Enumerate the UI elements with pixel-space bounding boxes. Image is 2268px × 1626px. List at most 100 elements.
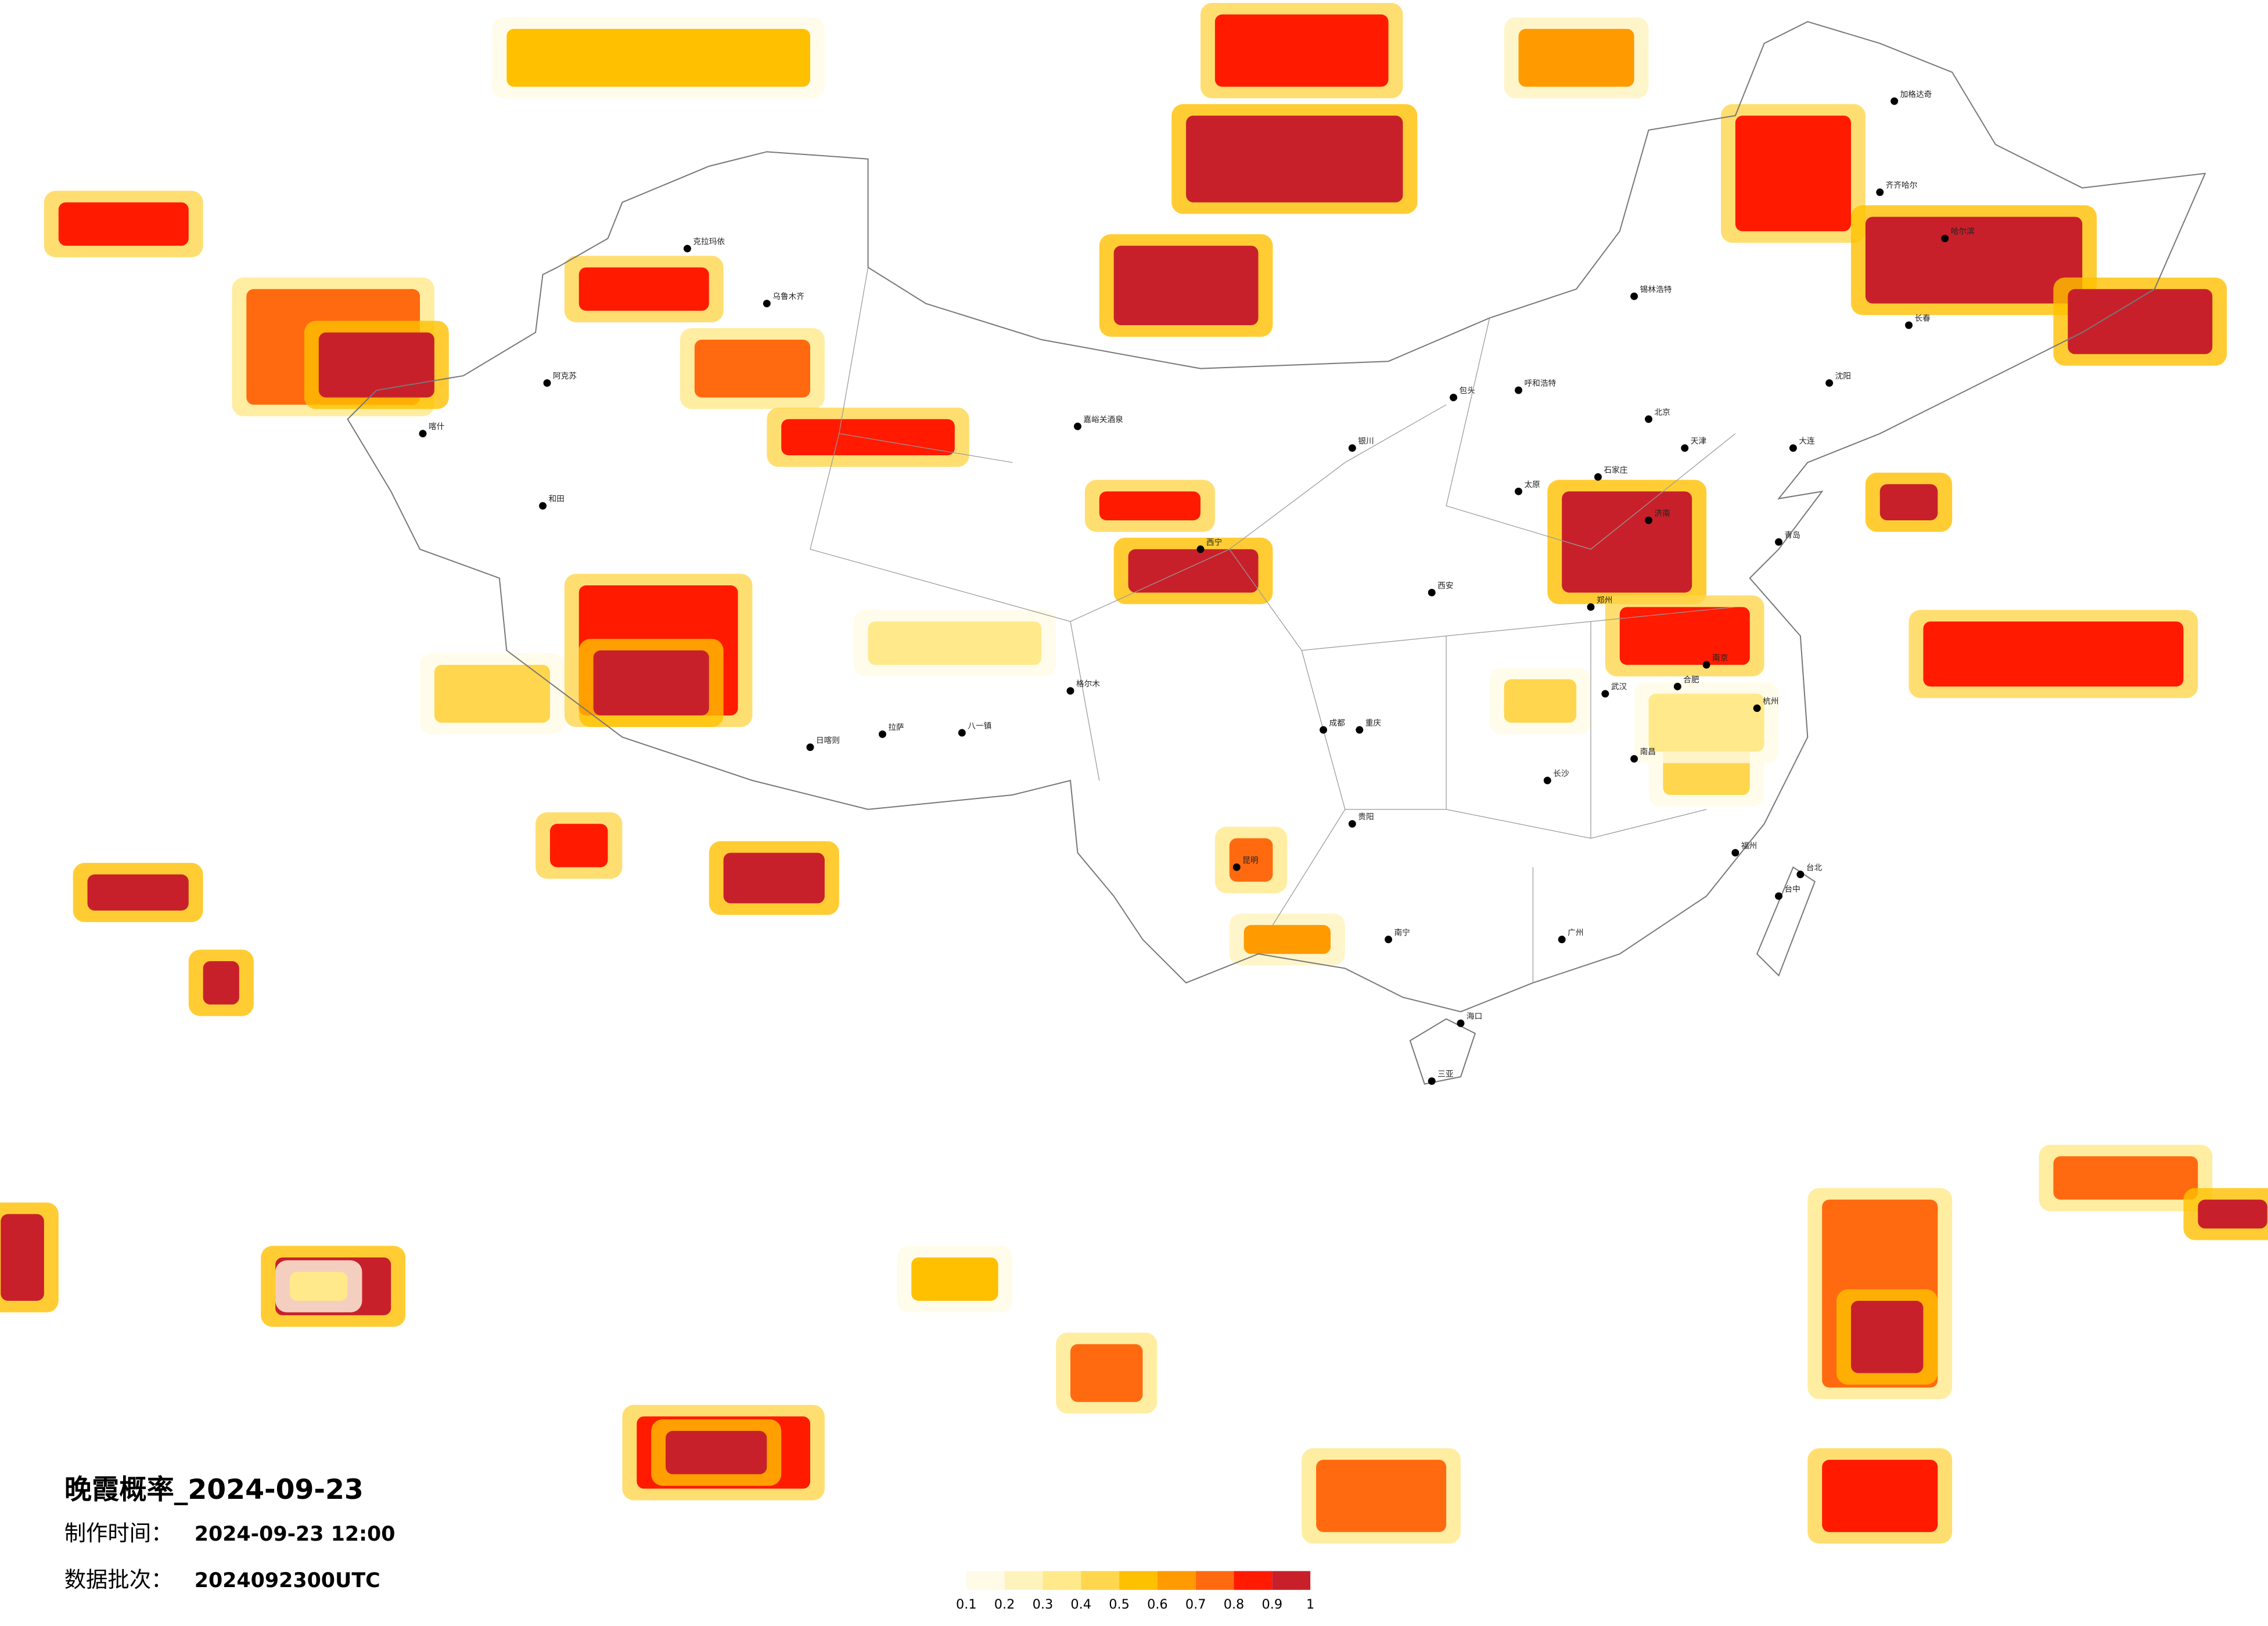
city-dot <box>1594 473 1602 481</box>
heat-patch <box>578 267 709 311</box>
city-label: 齐齐哈尔 <box>1886 181 1918 190</box>
city-label: 成都 <box>1329 718 1346 728</box>
city-dot <box>1702 661 1710 669</box>
city-label: 杭州 <box>1763 697 1778 706</box>
city-dot <box>1731 848 1739 857</box>
colorbar-cell <box>1081 1571 1120 1590</box>
colorbar-cell <box>1004 1571 1043 1590</box>
heat-patch <box>694 339 810 398</box>
heat-patch <box>1879 484 1938 520</box>
heat-patch <box>1243 924 1331 954</box>
heat-patch <box>87 874 189 911</box>
heat-patch <box>1562 491 1692 593</box>
heat-patch <box>506 28 810 87</box>
info-label: 数据批次： <box>64 1567 173 1592</box>
city-label: 嘉峪关酒泉 <box>1083 415 1123 425</box>
city-dot <box>1428 588 1436 596</box>
heat-patch <box>1128 549 1259 593</box>
city-dot <box>1681 444 1689 452</box>
city-dot <box>1543 776 1551 785</box>
colorbar-cell <box>1043 1571 1081 1590</box>
china-outline <box>347 21 2206 1013</box>
city-label: 昆明 <box>1242 856 1258 865</box>
heat-patch <box>58 202 189 246</box>
colorbar-tick-label: 0.9 <box>1262 1597 1283 1612</box>
heat-patch <box>1822 1459 1938 1533</box>
heat-patch <box>1865 217 2083 304</box>
colorbar-tick-label: 0.1 <box>956 1597 977 1612</box>
colorbar-cell <box>966 1571 1005 1590</box>
colorbar-tick-label: 0.3 <box>1033 1597 1054 1612</box>
city-dot <box>683 244 691 253</box>
map-title: 晚霞概率_2024-09-23 <box>64 1474 364 1506</box>
city-dot <box>763 300 771 308</box>
city-label: 大连 <box>1799 437 1815 446</box>
city-label: 克拉玛依 <box>693 238 725 247</box>
heat-patch <box>868 621 1042 665</box>
colorbar-tick-label: 0.5 <box>1109 1597 1130 1612</box>
province-lines <box>810 267 1736 983</box>
city-label: 长春 <box>1915 314 1931 323</box>
city-label: 锡林浩特 <box>1640 285 1672 294</box>
city-label: 北京 <box>1655 408 1670 417</box>
heat-patch <box>723 852 825 904</box>
city-label: 西宁 <box>1206 537 1222 547</box>
city-label: 八一镇 <box>968 721 991 731</box>
city-dot <box>1601 690 1609 698</box>
city-dot <box>1645 415 1653 423</box>
city-dot <box>1645 516 1653 524</box>
city-dot <box>419 430 427 438</box>
city-dot <box>1825 379 1834 387</box>
heat-patch <box>1923 621 2184 687</box>
city-dot <box>1673 682 1681 690</box>
city-dot <box>1789 444 1797 452</box>
city-label: 喀什 <box>429 422 445 431</box>
colorbar-tick-label: 0.7 <box>1185 1597 1206 1612</box>
city-dot <box>1428 1077 1436 1085</box>
city-label: 台中 <box>1785 885 1800 894</box>
colorbar-cell <box>1272 1571 1311 1590</box>
info-value: 2024092300UTC <box>195 1569 380 1592</box>
city-dot <box>539 502 547 510</box>
hainan <box>1409 1018 1476 1085</box>
heat-patch <box>666 1431 767 1474</box>
city-label: 济南 <box>1655 509 1670 519</box>
city-label: 和田 <box>549 495 565 504</box>
heat-patch <box>1186 116 1403 203</box>
city-dot <box>1753 704 1761 713</box>
city-dot <box>1515 487 1523 495</box>
heat-patch <box>2198 1199 2267 1229</box>
city-dot <box>1876 188 1884 196</box>
colorbar-tick-label: 0.2 <box>994 1597 1015 1612</box>
heat-patch <box>1070 1344 1143 1402</box>
city-dot <box>1348 820 1356 828</box>
city-dot <box>1630 755 1638 763</box>
colorbar-cell <box>1195 1571 1234 1590</box>
city-dot <box>958 729 966 737</box>
city-label: 包头 <box>1460 386 1475 395</box>
heat-patch <box>2068 289 2213 354</box>
heat-patch <box>1 1214 44 1301</box>
heat-patch <box>1316 1459 1447 1533</box>
heat-patch <box>1113 246 1259 325</box>
colorbar-cell <box>1234 1571 1273 1590</box>
city-dot <box>1630 292 1638 300</box>
city-label: 拉萨 <box>888 723 904 732</box>
city-label: 海口 <box>1467 1012 1482 1021</box>
city-dot <box>1796 870 1805 879</box>
city-dot <box>1558 936 1566 944</box>
colorbar-cell <box>1119 1571 1158 1590</box>
city-label: 乌鲁木齐 <box>772 292 804 301</box>
city-label: 广州 <box>1568 928 1583 937</box>
city-label: 南宁 <box>1394 927 1410 937</box>
heat-patch <box>289 1272 348 1301</box>
city-label: 南昌 <box>1640 747 1656 757</box>
heat-patch <box>1850 1301 1924 1373</box>
info-value: 2024-09-23 12:00 <box>195 1523 396 1546</box>
city-dot <box>1775 892 1783 900</box>
city-label: 加格达奇 <box>1900 89 1932 99</box>
city-dot <box>806 743 814 751</box>
